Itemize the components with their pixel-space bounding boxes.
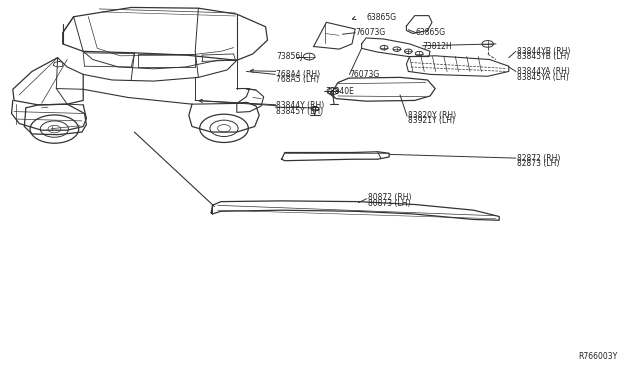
Text: 83845YB (LH): 83845YB (LH) bbox=[517, 52, 570, 61]
Text: 768A4 (RH): 768A4 (RH) bbox=[276, 70, 321, 79]
Text: 83844Y (RH): 83844Y (RH) bbox=[276, 101, 324, 110]
Text: 82873 (LH): 82873 (LH) bbox=[517, 159, 559, 168]
Text: 63865G: 63865G bbox=[366, 13, 396, 22]
Text: 73856J: 73856J bbox=[276, 52, 303, 61]
Text: 83844YA (RH): 83844YA (RH) bbox=[517, 67, 570, 76]
Text: 73812H: 73812H bbox=[422, 42, 452, 51]
Text: 82872 (RH): 82872 (RH) bbox=[517, 154, 561, 163]
Text: 768A5 (LH): 768A5 (LH) bbox=[276, 76, 319, 84]
Text: 76073G: 76073G bbox=[349, 70, 380, 79]
Text: 83844YB (RH): 83844YB (RH) bbox=[517, 47, 570, 56]
Text: 83845YA (LH): 83845YA (LH) bbox=[517, 73, 569, 81]
Text: 80872 (RH): 80872 (RH) bbox=[368, 193, 412, 202]
Text: 83921Y (LH): 83921Y (LH) bbox=[408, 116, 455, 125]
Text: R766003Y: R766003Y bbox=[579, 352, 618, 361]
Text: 83820Y (RH): 83820Y (RH) bbox=[408, 111, 456, 120]
Text: 78840E: 78840E bbox=[325, 87, 354, 96]
Text: 63865G: 63865G bbox=[416, 28, 446, 37]
Text: 80873 (LH): 80873 (LH) bbox=[368, 199, 410, 208]
Text: 76073G: 76073G bbox=[355, 28, 385, 37]
Text: 83845Y (LH): 83845Y (LH) bbox=[276, 107, 324, 116]
